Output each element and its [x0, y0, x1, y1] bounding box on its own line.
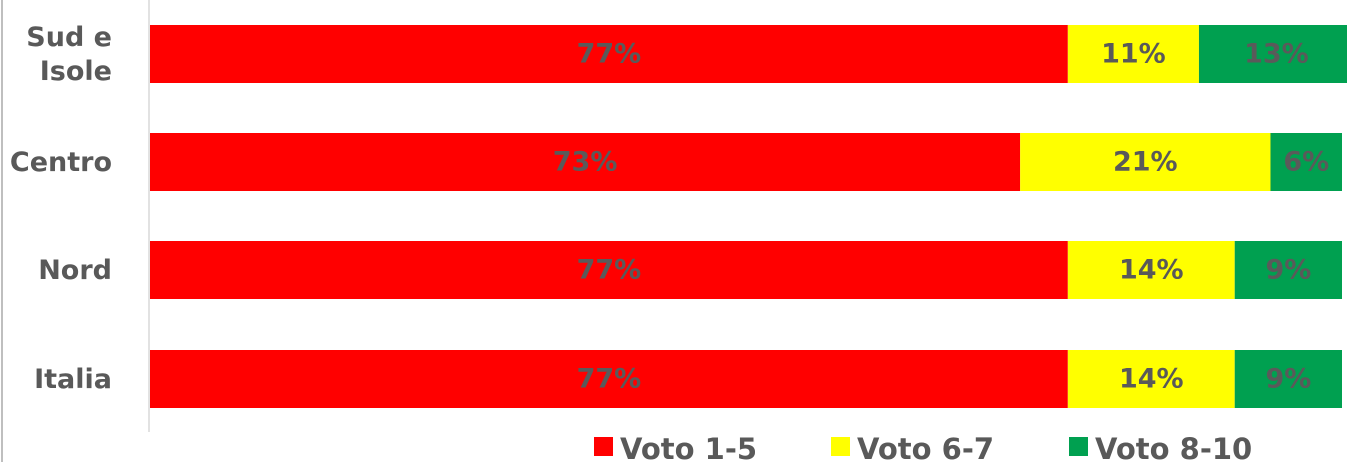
data-label: 13%	[1244, 39, 1309, 70]
data-label: 73%	[553, 147, 618, 178]
bar-segment	[150, 241, 1068, 299]
category-labels: Sud e Isole Centro Nord Italia	[10, 22, 112, 395]
category-label: Sud e Isole	[26, 22, 112, 87]
legend-swatch	[831, 437, 850, 456]
bar-segment	[1067, 350, 1235, 408]
bar-segment	[1067, 241, 1235, 299]
data-label: 14%	[1119, 255, 1184, 286]
legend-label: Voto 8-10	[1095, 432, 1252, 462]
legend-label: Voto 1-5	[620, 432, 757, 462]
bar-segment	[1234, 241, 1342, 299]
data-label: 6%	[1283, 147, 1329, 178]
bar-segment	[150, 133, 1021, 191]
legend-label: Voto 6-7	[857, 432, 994, 462]
bar-segment	[150, 25, 1068, 83]
bar-segment	[1198, 25, 1347, 83]
data-label: 77%	[577, 255, 642, 286]
data-label: 14%	[1119, 364, 1184, 395]
bar-group: 77% 11% 13% 73% 21% 6% 77% 14% 9% 77% 14% 9%	[150, 25, 1347, 408]
bar-segment	[1234, 350, 1342, 408]
data-label: 77%	[577, 364, 642, 395]
bar-segment	[1020, 133, 1271, 191]
legend-swatch	[594, 437, 613, 456]
bar-segment	[150, 350, 1068, 408]
data-label: 11%	[1101, 39, 1166, 70]
category-label: Nord	[38, 255, 112, 286]
bar-segment	[1270, 133, 1342, 191]
legend-swatch	[1069, 437, 1088, 456]
data-label: 21%	[1113, 147, 1178, 178]
category-label: Italia	[34, 364, 112, 395]
legend: Voto 1-5 Voto 6-7 Voto 8-10	[594, 432, 1252, 462]
category-label: Centro	[10, 147, 112, 178]
bar-segment	[1067, 25, 1199, 83]
data-label: 9%	[1265, 255, 1311, 286]
data-label: 77%	[577, 39, 642, 70]
data-label: 9%	[1265, 364, 1311, 395]
